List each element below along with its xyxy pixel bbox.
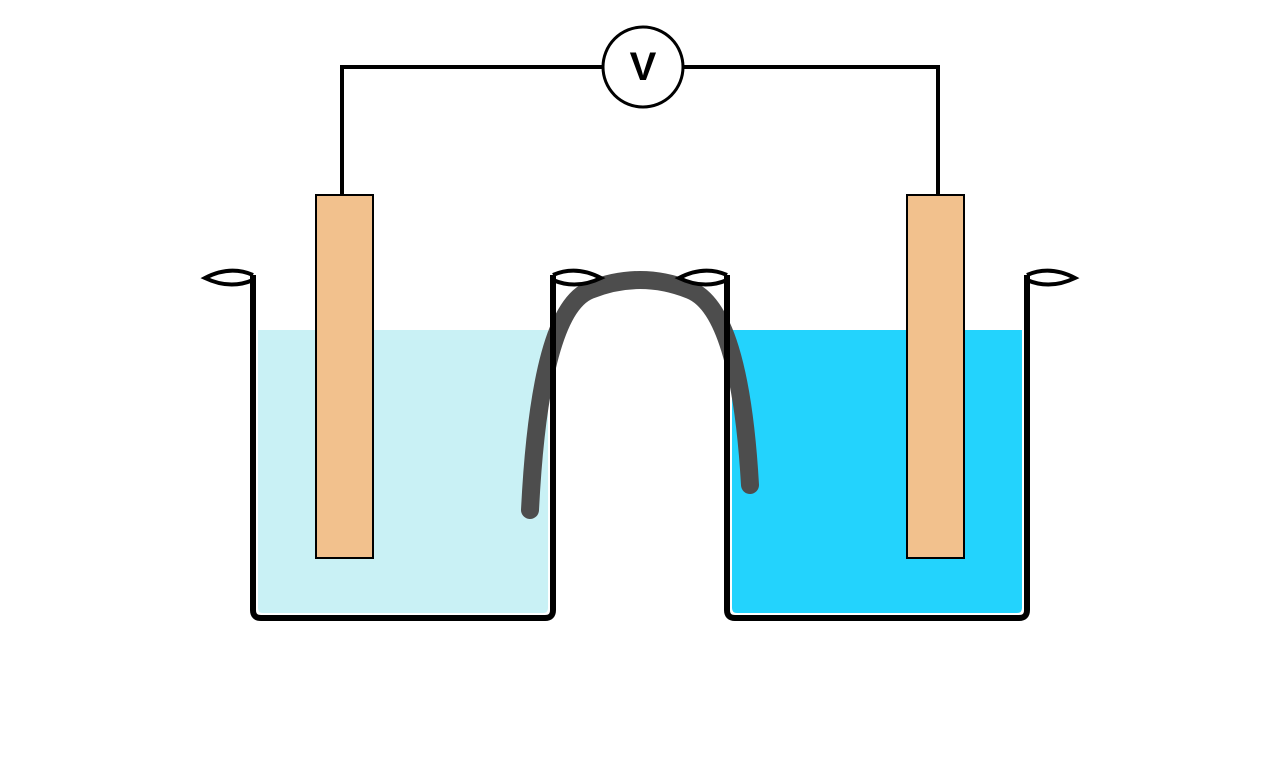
left-beaker-lip-right xyxy=(553,271,601,285)
electrochemical-cell-diagram: V xyxy=(0,0,1280,758)
left-solution xyxy=(258,330,548,613)
voltmeter-label: V xyxy=(630,45,657,89)
left-electrode xyxy=(316,195,373,558)
right-solution xyxy=(732,330,1022,613)
left-beaker-lip-left xyxy=(205,271,253,285)
wire-right xyxy=(684,67,938,195)
salt-bridge xyxy=(530,280,750,510)
wire-left xyxy=(342,67,602,195)
right-beaker-lip-left xyxy=(679,271,727,285)
right-electrode xyxy=(907,195,964,558)
right-beaker-lip-right xyxy=(1027,271,1075,285)
